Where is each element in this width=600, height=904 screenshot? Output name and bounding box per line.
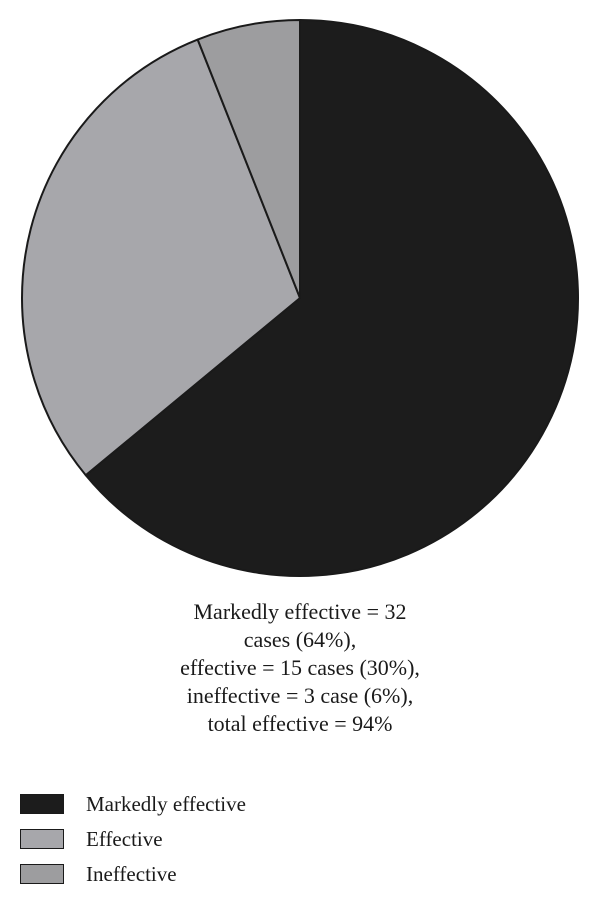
annotation-line: total effective = 94%: [207, 711, 393, 736]
chart-legend: Markedly effective Effective Ineffective: [20, 787, 246, 892]
legend-item-effective: Effective: [20, 822, 246, 856]
annotation-line: Markedly effective = 32: [193, 599, 407, 624]
chart-annotation: Markedly effective = 32 cases (64%), eff…: [0, 598, 600, 738]
legend-swatch-effective: [20, 829, 64, 849]
pie-chart: [21, 19, 579, 577]
pie-slice-effective: [21, 38, 301, 477]
legend-item-ineffective: Ineffective: [20, 857, 246, 891]
annotation-line: effective = 15 cases (30%),: [180, 655, 420, 680]
annotation-line: ineffective = 3 case (6%),: [186, 683, 414, 708]
legend-item-markedly-effective: Markedly effective: [20, 787, 246, 821]
legend-label: Effective: [86, 827, 163, 851]
legend-swatch-ineffective: [20, 864, 64, 884]
legend-swatch-markedly-effective: [20, 794, 64, 814]
pie-slice-ineffective: [196, 19, 301, 299]
legend-label: Ineffective: [86, 862, 177, 886]
pie-slice-markedly-effective: [84, 19, 579, 577]
legend-label: Markedly effective: [86, 792, 246, 816]
annotation-line: cases (64%),: [243, 627, 357, 652]
